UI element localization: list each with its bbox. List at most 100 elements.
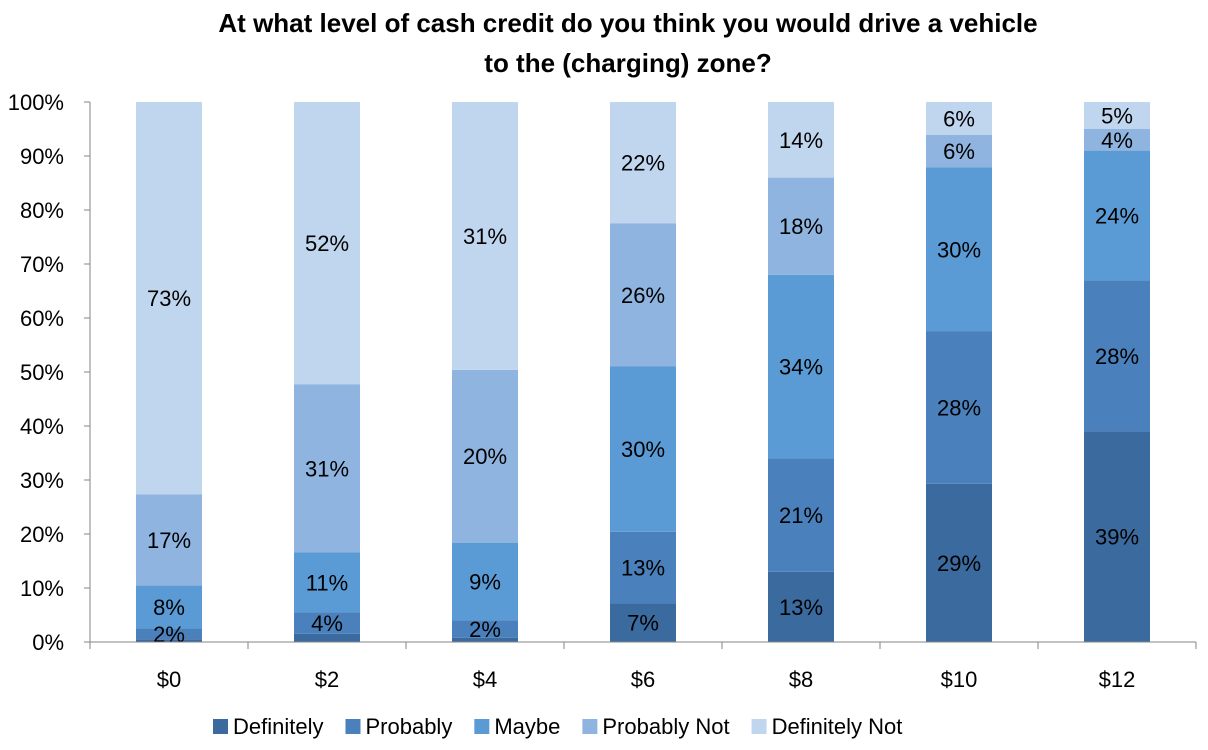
- x-tick-label-6: $12: [1099, 667, 1136, 692]
- data-label-probably-not-0: 17%: [147, 528, 191, 553]
- bar-segment-probably-not-4: [768, 177, 834, 275]
- data-label-maybe-2: 9%: [469, 570, 501, 595]
- bar-segment-definitely-5: [926, 483, 992, 642]
- legend: Definitely Probably Maybe Probably Not Defin…: [213, 714, 902, 739]
- x-tick-label-2: $4: [473, 667, 497, 692]
- bar-segment-definitely-not-1: [294, 102, 360, 385]
- y-tick-label-10: 100%: [8, 90, 64, 115]
- bar-segment-probably-5: [926, 331, 992, 484]
- x-tick-label-0: $0: [157, 667, 181, 692]
- data-label-definitely-not-6: 5%: [1101, 104, 1133, 129]
- data-label-probably-4: 21%: [779, 503, 823, 528]
- y-tick-label-9: 90%: [20, 144, 64, 169]
- data-label-definitely-not-4: 14%: [779, 128, 823, 153]
- data-label-definitely-6: 39%: [1095, 525, 1139, 550]
- data-label-maybe-1: 11%: [306, 570, 348, 595]
- data-label-definitely-4: 13%: [779, 595, 823, 620]
- bar-segment-probably-not-6: [1084, 129, 1150, 151]
- bar-segment-probably-0: [136, 628, 202, 640]
- legend-swatch-definitely: [213, 719, 228, 734]
- data-label-maybe-6: 24%: [1095, 203, 1139, 228]
- legend-swatch-maybe: [474, 719, 490, 734]
- bar-segment-maybe-4: [768, 274, 834, 459]
- y-tick-label-8: 80%: [20, 198, 64, 223]
- data-label-maybe-3: 30%: [621, 437, 665, 462]
- data-label-probably-not-1: 31%: [305, 456, 349, 481]
- data-label-probably-3: 13%: [621, 556, 665, 581]
- data-label-definitely-not-5: 6%: [943, 106, 975, 131]
- data-label-definitely-5: 29%: [937, 551, 981, 576]
- legend-label-probably: Probably: [365, 714, 452, 739]
- data-label-probably-not-3: 26%: [621, 283, 665, 308]
- bar-segment-definitely-3: [610, 603, 676, 642]
- legend-label-maybe: Maybe: [494, 714, 560, 739]
- bar-segment-definitely-not-5: [926, 102, 992, 135]
- y-tick-label-7: 70%: [20, 252, 64, 277]
- plot-area: 2%8%17%73%4%11%31%52%2%9%20%31%7%13%30%2…: [8, 90, 1197, 692]
- data-label-maybe-0: 8%: [153, 595, 185, 620]
- bar-segment-definitely-0: [136, 639, 202, 642]
- bar-segment-definitely-not-6: [1084, 102, 1150, 129]
- y-tick-label-3: 30%: [20, 468, 64, 493]
- bar-segment-maybe-6: [1084, 150, 1150, 281]
- bar-segment-probably-4: [768, 458, 834, 572]
- data-label-probably-1: 4%: [311, 611, 343, 636]
- legend-swatch-probably-not: [582, 719, 598, 734]
- y-tick-label-5: 50%: [20, 360, 64, 385]
- data-label-probably-6: 28%: [1095, 344, 1139, 369]
- bar-segment-probably-1: [294, 612, 360, 634]
- data-label-definitely-not-1: 52%: [305, 231, 349, 256]
- data-label-probably-0: 2%: [153, 622, 185, 647]
- bar-segment-maybe-0: [136, 585, 202, 629]
- bar-segment-definitely-not-4: [768, 102, 834, 178]
- y-tick-label-0: 0%: [32, 630, 64, 655]
- legend-swatch-definitely-not: [751, 719, 767, 734]
- data-label-definitely-not-3: 22%: [621, 151, 665, 176]
- x-tick-label-1: $2: [315, 667, 339, 692]
- data-label-maybe-4: 34%: [779, 355, 823, 380]
- legend-swatch-probably: [345, 719, 361, 734]
- bar-segment-probably-2: [452, 620, 518, 638]
- bar-segment-maybe-1: [294, 552, 360, 613]
- data-label-probably-not-2: 20%: [463, 444, 507, 469]
- y-tick-label-1: 10%: [20, 576, 64, 601]
- bar-segment-probably-not-1: [294, 384, 360, 553]
- x-tick-label-3: $6: [631, 667, 655, 692]
- chart-title-line-1: At what level of cash credit do you thin…: [218, 8, 1037, 38]
- bar-segment-definitely-not-3: [610, 102, 676, 224]
- bar-segment-probably-6: [1084, 280, 1150, 432]
- bar-segment-definitely-not-0: [136, 102, 202, 495]
- data-label-definitely-not-0: 73%: [147, 286, 191, 311]
- data-label-probably-not-4: 18%: [779, 214, 823, 239]
- data-label-probably-not-5: 6%: [943, 139, 975, 164]
- chart-title-line-2: to the (charging) zone?: [484, 48, 771, 78]
- data-label-probably-5: 28%: [937, 395, 981, 420]
- bar-segment-maybe-5: [926, 167, 992, 332]
- bar-segment-probably-not-5: [926, 134, 992, 168]
- bar-segment-probably-not-2: [452, 369, 518, 543]
- bar-segment-probably-not-0: [136, 494, 202, 586]
- data-label-maybe-5: 30%: [937, 237, 981, 262]
- bar-segment-definitely-6: [1084, 431, 1150, 642]
- legend-label-definitely-not: Definitely Not: [772, 714, 903, 739]
- legend-label-definitely: Definitely: [233, 714, 323, 739]
- bar-segment-definitely-4: [768, 571, 834, 642]
- x-tick-label-5: $10: [941, 667, 978, 692]
- data-label-probably-2: 2%: [469, 617, 501, 642]
- bar-segment-maybe-2: [452, 542, 518, 621]
- y-tick-label-2: 20%: [20, 522, 64, 547]
- data-label-definitely-not-2: 31%: [463, 224, 507, 249]
- bar-segment-definitely-1: [294, 633, 360, 642]
- y-tick-label-6: 60%: [20, 306, 64, 331]
- legend-label-probably-not: Probably Not: [602, 714, 729, 739]
- y-tick-label-4: 40%: [20, 414, 64, 439]
- bar-segment-probably-not-3: [610, 223, 676, 367]
- data-label-probably-not-6: 4%: [1101, 128, 1133, 153]
- x-tick-label-4: $8: [789, 667, 813, 692]
- bar-segment-definitely-not-2: [452, 102, 518, 370]
- bar-segment-probably-3: [610, 531, 676, 604]
- bar-segment-definitely-2: [452, 637, 518, 642]
- bar-segment-maybe-3: [610, 366, 676, 532]
- data-label-definitely-3: 7%: [627, 611, 659, 636]
